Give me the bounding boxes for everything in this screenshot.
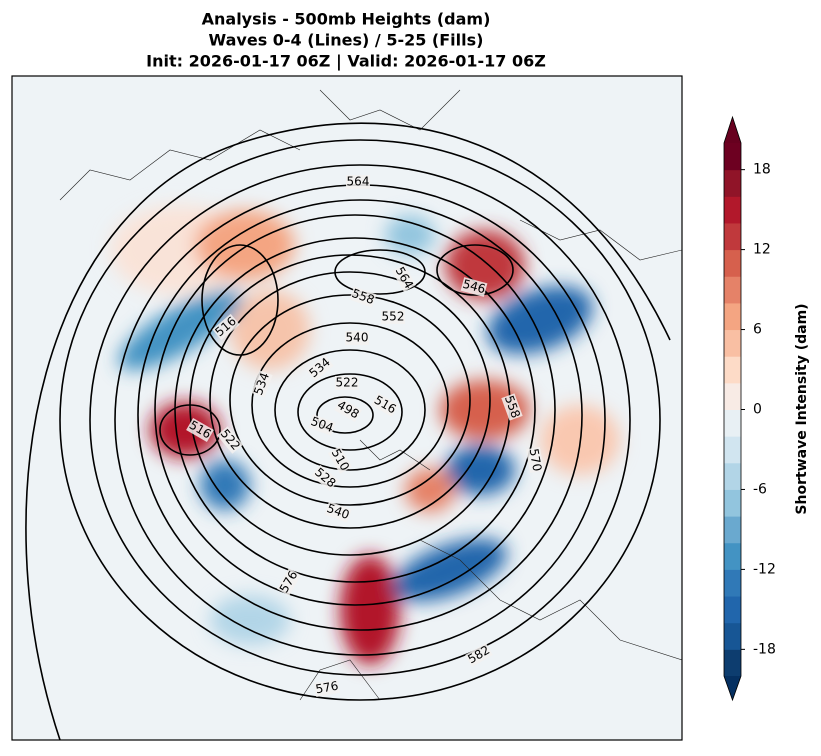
colorbar-band: [724, 409, 741, 437]
contour-label-bg: [251, 370, 273, 398]
contour-label-bg: [311, 464, 339, 492]
contour-label-bg: [308, 414, 336, 436]
title-line: Waves 0-4 (Lines) / 5-25 (Fills): [209, 31, 484, 50]
contour-label: 564: [347, 175, 370, 189]
colorbar-band: [724, 196, 741, 224]
colorbar-tick-label: -6: [753, 481, 767, 497]
contour-label-bg: [186, 417, 214, 443]
contour-label: 540: [346, 331, 369, 345]
contour-label-bg: [327, 446, 353, 474]
contour-label-bg: [346, 175, 370, 189]
colorbar-band: [724, 143, 741, 171]
colorbar-band: [724, 329, 741, 357]
colorbar-band: [724, 169, 741, 197]
colorbar-band: [724, 382, 741, 410]
contour-label-bg: [381, 310, 405, 324]
colorbar-tick-label: 6: [753, 322, 762, 338]
contour-label-bg: [371, 392, 399, 418]
colorbar-band: [724, 302, 741, 331]
contour-label-bg: [306, 354, 334, 382]
colorbar-outline: [723, 115, 742, 702]
colorbar: -18 -12 -6 0 6 12 18: [723, 115, 776, 702]
colorbar-band: [724, 249, 741, 277]
contour-label: 570: [527, 447, 545, 472]
colorbar-band: [724, 596, 741, 624]
title-line: Analysis - 500mb Heights (dam): [202, 10, 491, 29]
contour-label-bg: [335, 376, 359, 390]
colorbar-tick-label: 12: [753, 242, 771, 258]
colorbar-band: [724, 569, 741, 597]
contour-label-bg: [526, 446, 544, 474]
contour-label-bg: [349, 286, 377, 308]
coastlines: [59, 89, 682, 701]
colorbar-band: [724, 276, 741, 304]
colorbar-band: [724, 436, 741, 464]
colorbar-tick-label: 18: [753, 162, 771, 178]
contour-label: 576: [314, 679, 339, 697]
colorbar-tick-label: -12: [753, 561, 776, 577]
contour-label-bg: [460, 277, 488, 297]
contour-label-bg: [391, 264, 417, 292]
colorbar-tick-label: -18: [753, 641, 776, 657]
colorbar-band: [724, 356, 741, 384]
contour-label-bg: [345, 331, 369, 345]
contour-label-bg: [276, 568, 302, 596]
colorbar-band: [724, 222, 741, 251]
contour-label-bg: [465, 642, 493, 668]
contour-label-bg: [212, 313, 240, 341]
colorbar-band: [724, 649, 741, 677]
contour-label: 552: [382, 310, 405, 324]
colorbar-label: Shortwave Intensity (dam): [794, 303, 810, 514]
colorbar-band: [724, 516, 741, 544]
colorbar-extend-lower: [724, 676, 741, 700]
colorbar-band: [724, 622, 741, 650]
contour-label-bg: [334, 397, 362, 423]
colorbar-band: [724, 462, 741, 490]
colorbar-tick-label: 0: [753, 402, 762, 418]
contour-label-bg: [216, 426, 244, 454]
contour-label-bg: [501, 393, 523, 421]
contour-label: 546: [461, 277, 487, 296]
contour-label-bg: [324, 501, 352, 523]
contour-label-bg: [313, 679, 341, 697]
title-line: Init: 2026-01-17 06Z | Valid: 2026-01-17…: [146, 52, 546, 72]
contour-label: 522: [336, 376, 359, 390]
map-frame: [11, 75, 683, 741]
colorbar-band: [724, 542, 741, 570]
colorbar-band: [724, 489, 741, 517]
colorbar-extend-upper: [724, 117, 741, 143]
